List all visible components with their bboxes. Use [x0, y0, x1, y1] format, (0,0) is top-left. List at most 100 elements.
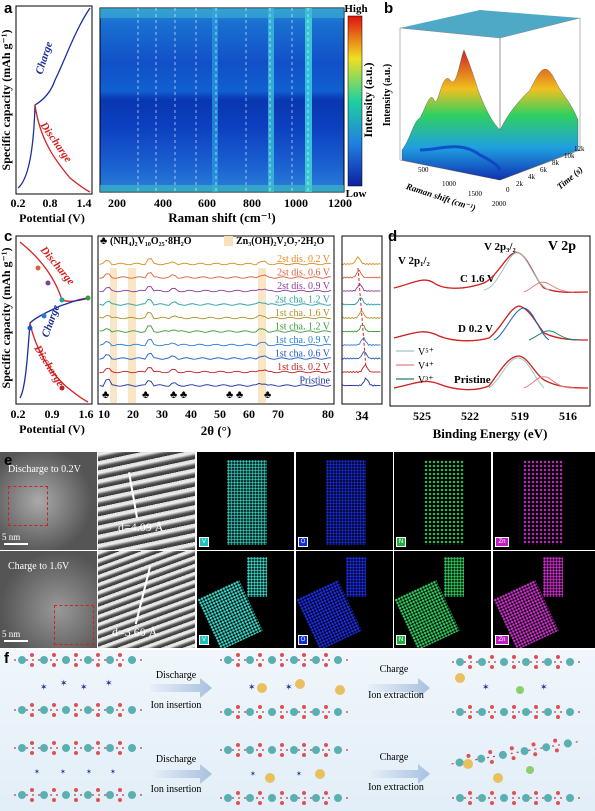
- state-dot: [27, 325, 33, 331]
- scale-bar: [4, 543, 28, 545]
- fft-lattice-charge: d=3.60 Å: [98, 551, 195, 648]
- structure-row2-charged: [449, 733, 583, 806]
- panel-label-e: e: [4, 452, 13, 469]
- svg-text:✶: ✶: [86, 768, 92, 776]
- structure-row2-discharged: ✶ ✶: [219, 742, 351, 806]
- club-marker: ♣: [102, 389, 109, 401]
- eds-map-zn-1: Zn: [493, 452, 595, 550]
- xps-xlabel: Binding Energy (eV): [433, 426, 548, 441]
- raman-band: [100, 185, 344, 192]
- xrd-trace: [99, 352, 332, 360]
- charge-label-c: Charge: [40, 303, 63, 339]
- xrd-zoom-axes: [341, 235, 383, 405]
- b-xlabel: Raman shift (cm⁻¹): [404, 181, 477, 213]
- svg-text:✶: ✶: [34, 768, 40, 776]
- zoom-trace: [342, 282, 381, 292]
- f-row2-charge: Charge: [380, 752, 409, 763]
- zoom-trace: [342, 350, 381, 361]
- xrd-xtick-4: 50: [214, 407, 226, 421]
- xrd-trace: [99, 272, 332, 279]
- tem-scale-2: 5 nm: [2, 629, 21, 639]
- xrd-trace: [99, 298, 332, 306]
- zoom-trace: [342, 363, 381, 374]
- state-dot: [35, 265, 41, 271]
- zoom-traces: [342, 256, 381, 387]
- xtick-c-1: 0.9: [45, 407, 60, 421]
- xrd-xtick-6: 70: [272, 407, 284, 421]
- xrd-state-label: 2st dis. 0.9 V: [277, 281, 331, 292]
- element-tag-o: O: [298, 635, 308, 645]
- xrd-trace: [99, 378, 332, 387]
- f-row1-discharge: Discharge: [156, 670, 197, 681]
- svg-text:✶: ✶: [248, 682, 256, 692]
- structure-row1-discharged: ✶ ✶: [219, 652, 351, 720]
- b-xtick-3: 2000: [492, 200, 507, 208]
- xtick-a-1: 0.8: [43, 196, 58, 210]
- zoom-xtick: 34: [356, 408, 370, 423]
- b-ytick-5: 10k: [564, 152, 575, 160]
- club-markers: ♣ ♣ ♣ ♣ ♣ ♣ ♣: [102, 389, 271, 401]
- element-tag-n: N: [396, 635, 406, 645]
- eds-map-zn-2: Zn: [493, 551, 595, 648]
- zoom-trace: [342, 336, 381, 347]
- legend-phase1: (NH₄)₂V₁₀O₂₅·8H₂O: [110, 236, 192, 247]
- arrow-discharge-2: [150, 764, 212, 784]
- xps-v4-p: [523, 376, 575, 389]
- zoom-trace: [342, 256, 381, 266]
- xrd-trace: [99, 257, 332, 266]
- charge-curve-c: [19, 297, 91, 399]
- eds-map-o-2: O: [296, 551, 393, 648]
- panel-f-background: [0, 650, 595, 811]
- svg-text:✶: ✶: [60, 768, 66, 776]
- b-ylabel: Time (s): [555, 164, 585, 191]
- raman-xtick-2: 600: [198, 196, 216, 210]
- 3d-surface-front: [419, 145, 502, 171]
- discharge-bottom-label: Discharge: [31, 342, 66, 389]
- xrd-traces: [99, 257, 332, 387]
- raman-xtick-3: 800: [243, 196, 261, 210]
- element-tag-n: N: [396, 537, 406, 547]
- xtick-a-2: 1.4: [77, 196, 92, 210]
- raman-heatmap: [99, 7, 345, 193]
- f-row2-extract: Ion extraction: [368, 782, 424, 793]
- state-dot: [59, 297, 65, 303]
- xrd-state-label: Pristine: [299, 376, 330, 387]
- xrd-xtick-0: 10: [98, 407, 110, 421]
- xrd-highlight: [128, 268, 136, 403]
- d-spacing-2: d=3.60 Å: [112, 625, 158, 639]
- element-tag-zn: Zn: [495, 537, 509, 547]
- panel-a: Charge Discharge Specific capacity (mAh …: [0, 3, 375, 225]
- xrd-xlabel: 2θ (°): [201, 423, 231, 438]
- f-row2-discharge: Discharge: [156, 754, 197, 765]
- legend-swatch: [224, 236, 233, 246]
- charge-curve-a: [17, 7, 91, 189]
- colorbar-high: High: [344, 3, 367, 15]
- zoom-trace: [342, 377, 381, 387]
- xrd-highlight: [258, 268, 266, 403]
- discharge-top-curve: [19, 241, 63, 301]
- svg-text:✶: ✶: [80, 682, 88, 692]
- svg-text:✶: ✶: [60, 678, 68, 688]
- xrd-trace: [99, 367, 332, 374]
- b-xtick-1: 1000: [442, 180, 457, 188]
- f-row1-charge: Charge: [380, 664, 409, 675]
- tem-roi-box: [8, 486, 48, 526]
- xps-v5-c: [483, 252, 550, 291]
- arrow-discharge-1: [150, 678, 212, 698]
- xrd-trace: [99, 311, 332, 320]
- xps-fit-d: [393, 305, 589, 342]
- colorbar-low: Low: [346, 188, 367, 200]
- xps-p-label: Pristine: [454, 374, 491, 386]
- xrd-trace: [99, 286, 332, 293]
- element-tag-o: O: [298, 537, 308, 547]
- gcd-axes-a: [15, 5, 93, 195]
- xrd-xtick-5: 60: [243, 407, 255, 421]
- 3d-top-plane: [400, 10, 580, 38]
- d-spacing-1: d=4.09 Å: [118, 520, 164, 534]
- charge-label-a: Charge: [33, 40, 55, 76]
- xps-xtick-2: 519: [511, 409, 529, 423]
- f-row2-insert: Ion insertion: [151, 784, 202, 795]
- eds-map-v-2: V: [197, 551, 294, 648]
- panel-d: V 2p V 2p₁/₂ V 2p₃/₂ C 1.6 V D 0.2 V Pri…: [389, 235, 591, 441]
- raman-xtick-0: 200: [108, 196, 126, 210]
